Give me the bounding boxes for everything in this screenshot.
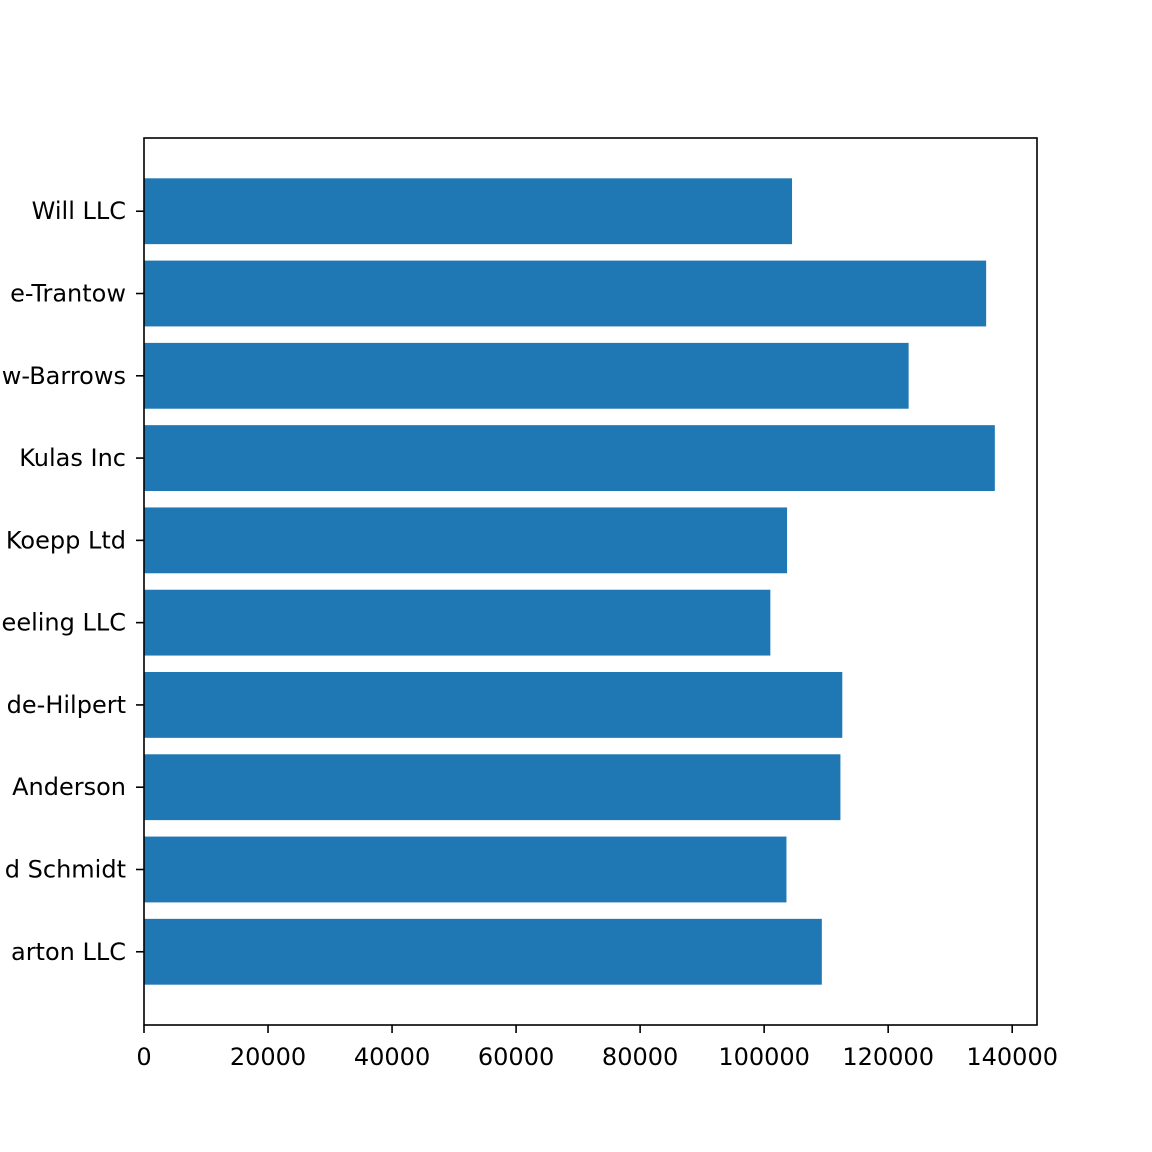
bar (144, 589, 771, 656)
bar-series (144, 178, 995, 985)
y-tick-label: Will LLC (32, 197, 126, 225)
x-tick-label: 140000 (966, 1043, 1058, 1071)
x-tick-label: 120000 (842, 1043, 934, 1071)
y-tick-label: Kulas Inc (19, 444, 126, 472)
y-tick-label: Anderson (12, 773, 126, 801)
y-axis: Will LLC e-Trantow w-Barrows Kulas Inc Koepp… (2, 197, 144, 966)
x-tick-label: 60000 (478, 1043, 554, 1071)
x-axis: 0 20000 40000 60000 80000 100000 120000 140000 (136, 1025, 1058, 1071)
x-tick-label: 20000 (230, 1043, 306, 1071)
bar (144, 178, 793, 245)
x-tick-label: 0 (136, 1043, 151, 1071)
bar (144, 754, 841, 821)
bar (144, 425, 995, 491)
x-tick-label: 40000 (354, 1043, 430, 1071)
y-tick-label: eeling LLC (2, 609, 126, 637)
bar (144, 507, 788, 574)
y-tick-label: arton LLC (11, 938, 126, 966)
bar (144, 918, 822, 985)
y-tick-label: w-Barrows (2, 362, 126, 390)
bar (144, 260, 987, 327)
plot-frame (143, 137, 1038, 1026)
x-tick-label: 80000 (602, 1043, 678, 1071)
y-tick-label: de-Hilpert (7, 691, 126, 719)
bar (144, 342, 909, 409)
x-tick-label: 100000 (718, 1043, 810, 1071)
y-tick-label: Koepp Ltd (6, 526, 126, 554)
bar (144, 672, 843, 738)
y-tick-label: d Schmidt (5, 855, 126, 883)
bar (144, 836, 787, 903)
y-tick-label: e-Trantow (10, 280, 126, 308)
